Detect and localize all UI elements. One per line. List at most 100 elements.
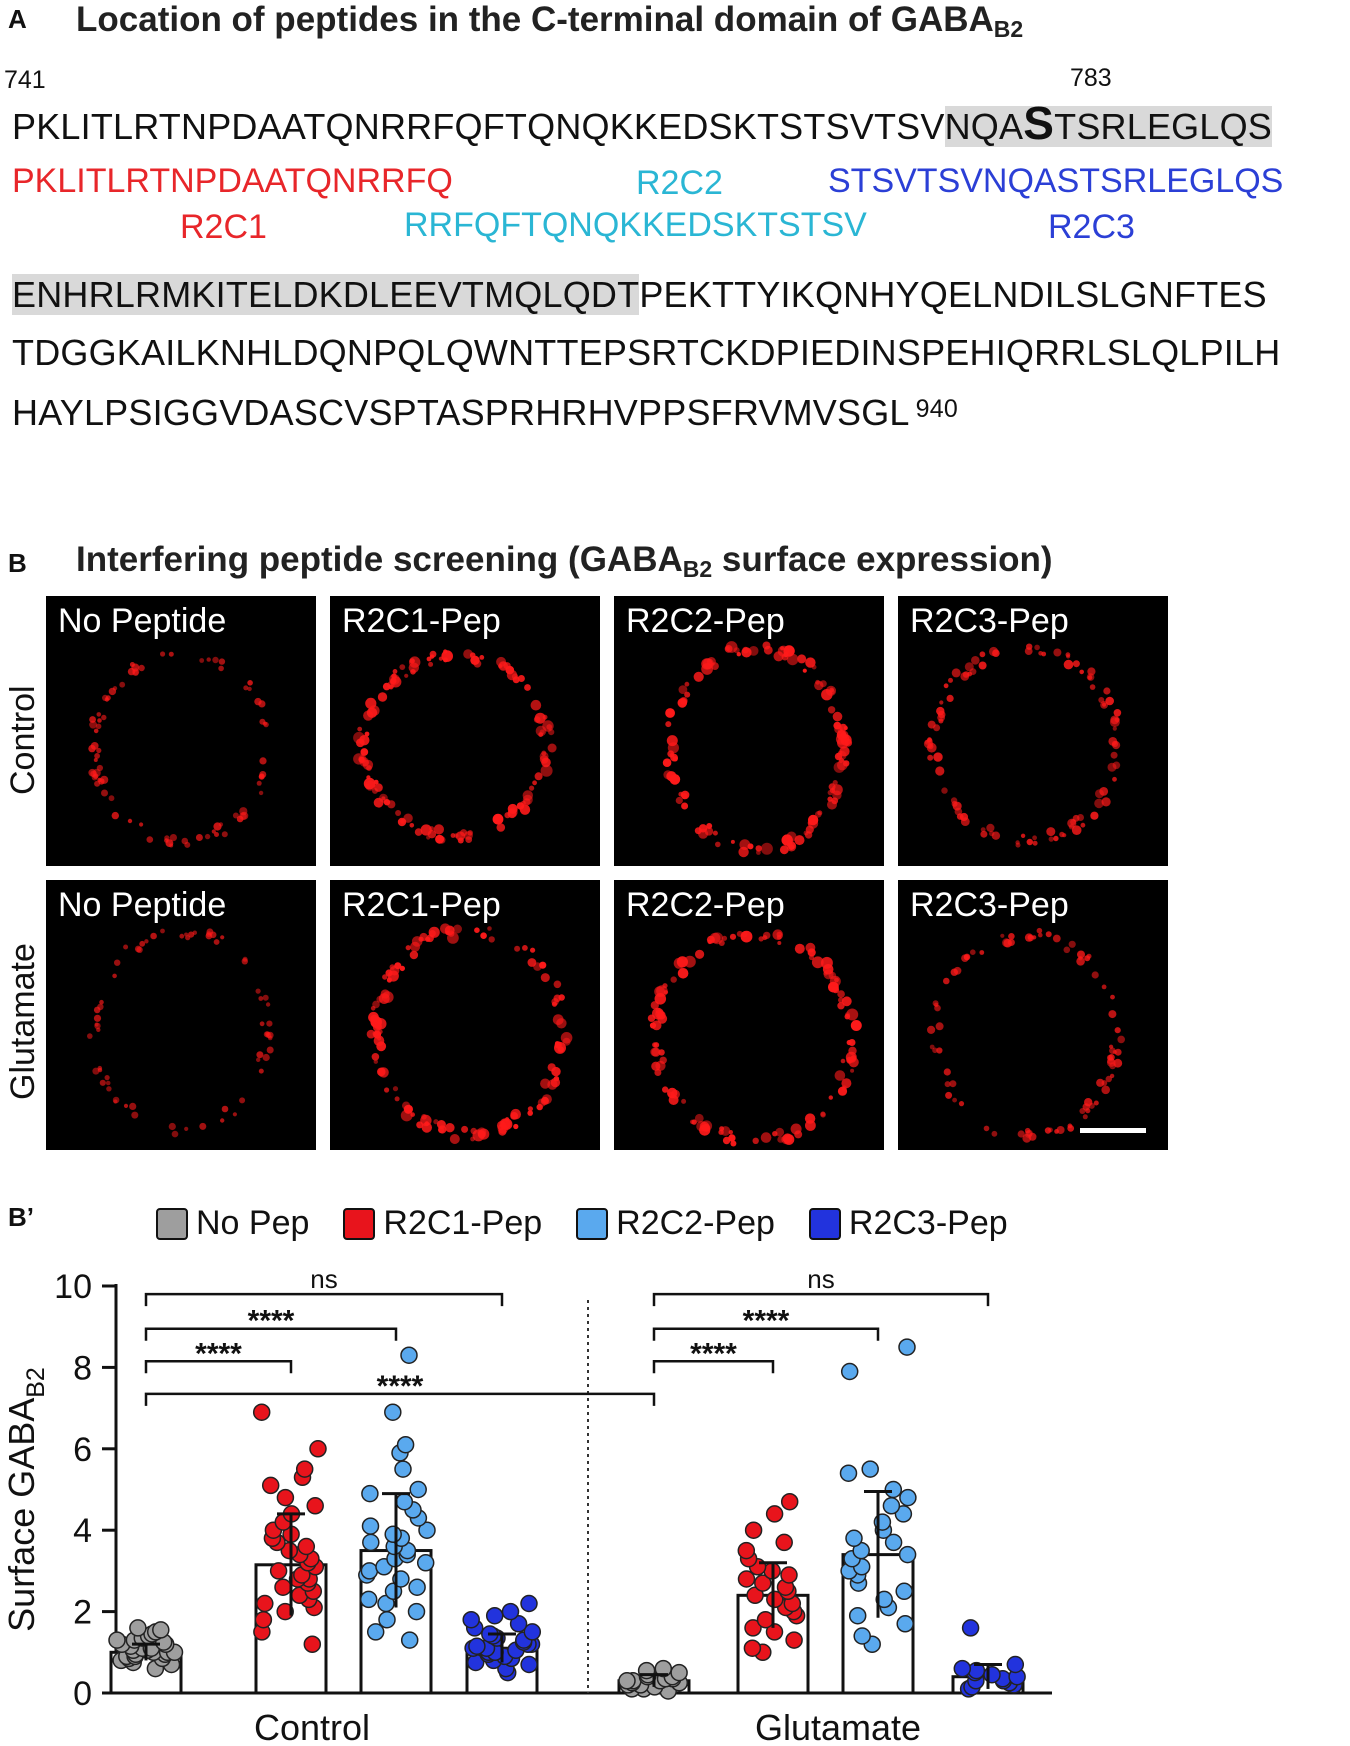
fluorescent-punctum — [651, 1047, 661, 1057]
sequence-line-4: HAYLPSIGGVDASCVSPTASPRHRHVPPSFRVMVSGL 940 — [12, 392, 958, 433]
data-point — [395, 1492, 414, 1511]
fluorescent-punctum — [927, 1025, 936, 1034]
fluorescent-punctum — [742, 646, 749, 654]
fluorescent-punctum — [232, 1112, 237, 1117]
fluorescent-punctum — [807, 820, 813, 826]
fluorescent-punctum — [527, 958, 537, 967]
fluorescent-punctum — [510, 1108, 521, 1120]
fluorescent-punctum — [665, 721, 672, 728]
fluorescent-punctum — [112, 973, 117, 979]
fluorescent-punctum — [129, 1102, 137, 1110]
fluorescent-punctum — [377, 1067, 386, 1077]
fluorescent-punctum — [1015, 840, 1020, 845]
fluorescent-punctum — [429, 654, 435, 659]
fluorescent-punctum — [402, 1101, 411, 1110]
fluorescent-punctum — [542, 714, 548, 720]
fluorescent-punctum — [667, 1087, 678, 1099]
significance-bracket — [144, 1392, 656, 1406]
fluorescent-punctum — [169, 843, 174, 848]
fluorescent-punctum — [1101, 1085, 1110, 1095]
fluorescent-punctum — [1065, 652, 1071, 658]
data-point — [400, 1631, 419, 1649]
fluorescent-punctum — [654, 993, 667, 1005]
fluorescent-punctum — [1048, 836, 1054, 842]
fluorescent-punctum — [1078, 956, 1083, 961]
x-category-label: Control — [254, 1707, 370, 1746]
fluorescent-punctum — [978, 661, 987, 670]
fluorescent-punctum — [1024, 1130, 1033, 1138]
panel-b-letter: B — [8, 548, 27, 578]
fluorescent-punctum — [530, 699, 542, 711]
fluorescent-punctum — [470, 1136, 475, 1142]
legend-swatch — [343, 1207, 376, 1240]
fluorescent-punctum — [676, 956, 688, 968]
fluorescent-punctum — [715, 841, 721, 848]
fluorescent-punctum — [927, 720, 936, 729]
fluorescent-punctum — [659, 1056, 667, 1064]
fluorescent-punctum — [93, 1014, 102, 1022]
fluorescent-punctum — [262, 994, 269, 1001]
data-point — [384, 1525, 402, 1544]
micrograph-glutamate-2: R2C1-Pep — [330, 880, 600, 1150]
data-point — [775, 1533, 793, 1552]
fluorescent-punctum — [721, 935, 728, 941]
fluorescent-punctum — [945, 1091, 953, 1099]
fluorescent-punctum — [428, 926, 440, 938]
fluorescent-punctum — [804, 831, 813, 839]
fluorescent-punctum — [379, 793, 388, 803]
fluorescent-punctum — [372, 1000, 380, 1009]
micrograph-glutamate-4: R2C3-Pep — [898, 880, 1168, 1150]
fluorescent-punctum — [706, 657, 716, 666]
legend-item-r2c1: R2C1-Pep — [343, 1204, 542, 1243]
fluorescent-punctum — [218, 822, 224, 827]
fluorescent-punctum — [1068, 940, 1076, 948]
fluorescent-punctum — [168, 651, 174, 657]
y-tick-label: 4 — [73, 1512, 92, 1550]
legend-swatch — [156, 1207, 188, 1240]
fluorescent-punctum — [1045, 931, 1052, 938]
fluorescent-punctum — [213, 939, 220, 945]
fluorescent-punctum — [184, 1126, 189, 1131]
micrograph-label: R2C2-Pep — [626, 602, 785, 640]
fluorescent-punctum — [777, 941, 782, 945]
fluorescent-punctum — [517, 675, 525, 682]
fluorescent-punctum — [467, 830, 473, 836]
data-point — [384, 1403, 402, 1421]
fluorescent-punctum — [96, 1027, 101, 1032]
fluorescent-punctum — [948, 677, 953, 683]
micrograph-control-1: No Peptide — [46, 596, 316, 866]
fluorescent-punctum — [181, 837, 189, 845]
fluorescent-punctum — [848, 1057, 859, 1068]
fluorescent-punctum — [779, 845, 789, 855]
fluorescent-punctum — [487, 926, 492, 931]
fluorescent-punctum — [840, 1058, 846, 1064]
fluorescent-punctum — [1017, 1130, 1025, 1138]
sequence-end-number: 940 — [915, 395, 958, 423]
fluorescent-punctum — [384, 1087, 390, 1093]
fluorescent-punctum — [403, 813, 413, 823]
data-point — [746, 1586, 764, 1605]
fluorescent-punctum — [943, 977, 950, 985]
data-point — [670, 1663, 688, 1682]
highlighted-region: NQASTSRLEGLQS — [944, 97, 1272, 149]
micrograph-glutamate-3: R2C2-Pep — [614, 880, 884, 1150]
fluorescent-punctum — [503, 662, 511, 670]
fluorescent-punctum — [828, 783, 836, 791]
fluorescent-punctum — [949, 1080, 957, 1088]
fluorescent-punctum — [168, 1122, 176, 1131]
fluorescent-punctum — [1110, 751, 1118, 759]
fluorescent-punctum — [527, 1106, 533, 1112]
data-point — [407, 1602, 426, 1621]
fluorescent-punctum — [1068, 824, 1075, 830]
fluorescent-punctum — [548, 729, 555, 736]
fluorescent-punctum — [695, 949, 705, 959]
micrograph-label: R2C2-Pep — [626, 886, 785, 924]
fluorescent-punctum — [794, 835, 805, 846]
data-point — [896, 1615, 914, 1633]
y-axis-label: Surface GABAB2 — [1, 1367, 50, 1632]
fluorescent-punctum — [1105, 1075, 1112, 1083]
micrograph-label: R2C1-Pep — [342, 886, 501, 924]
fluorescent-punctum — [530, 947, 536, 953]
fluorescent-punctum — [395, 810, 402, 816]
fluorescent-punctum — [427, 830, 437, 839]
